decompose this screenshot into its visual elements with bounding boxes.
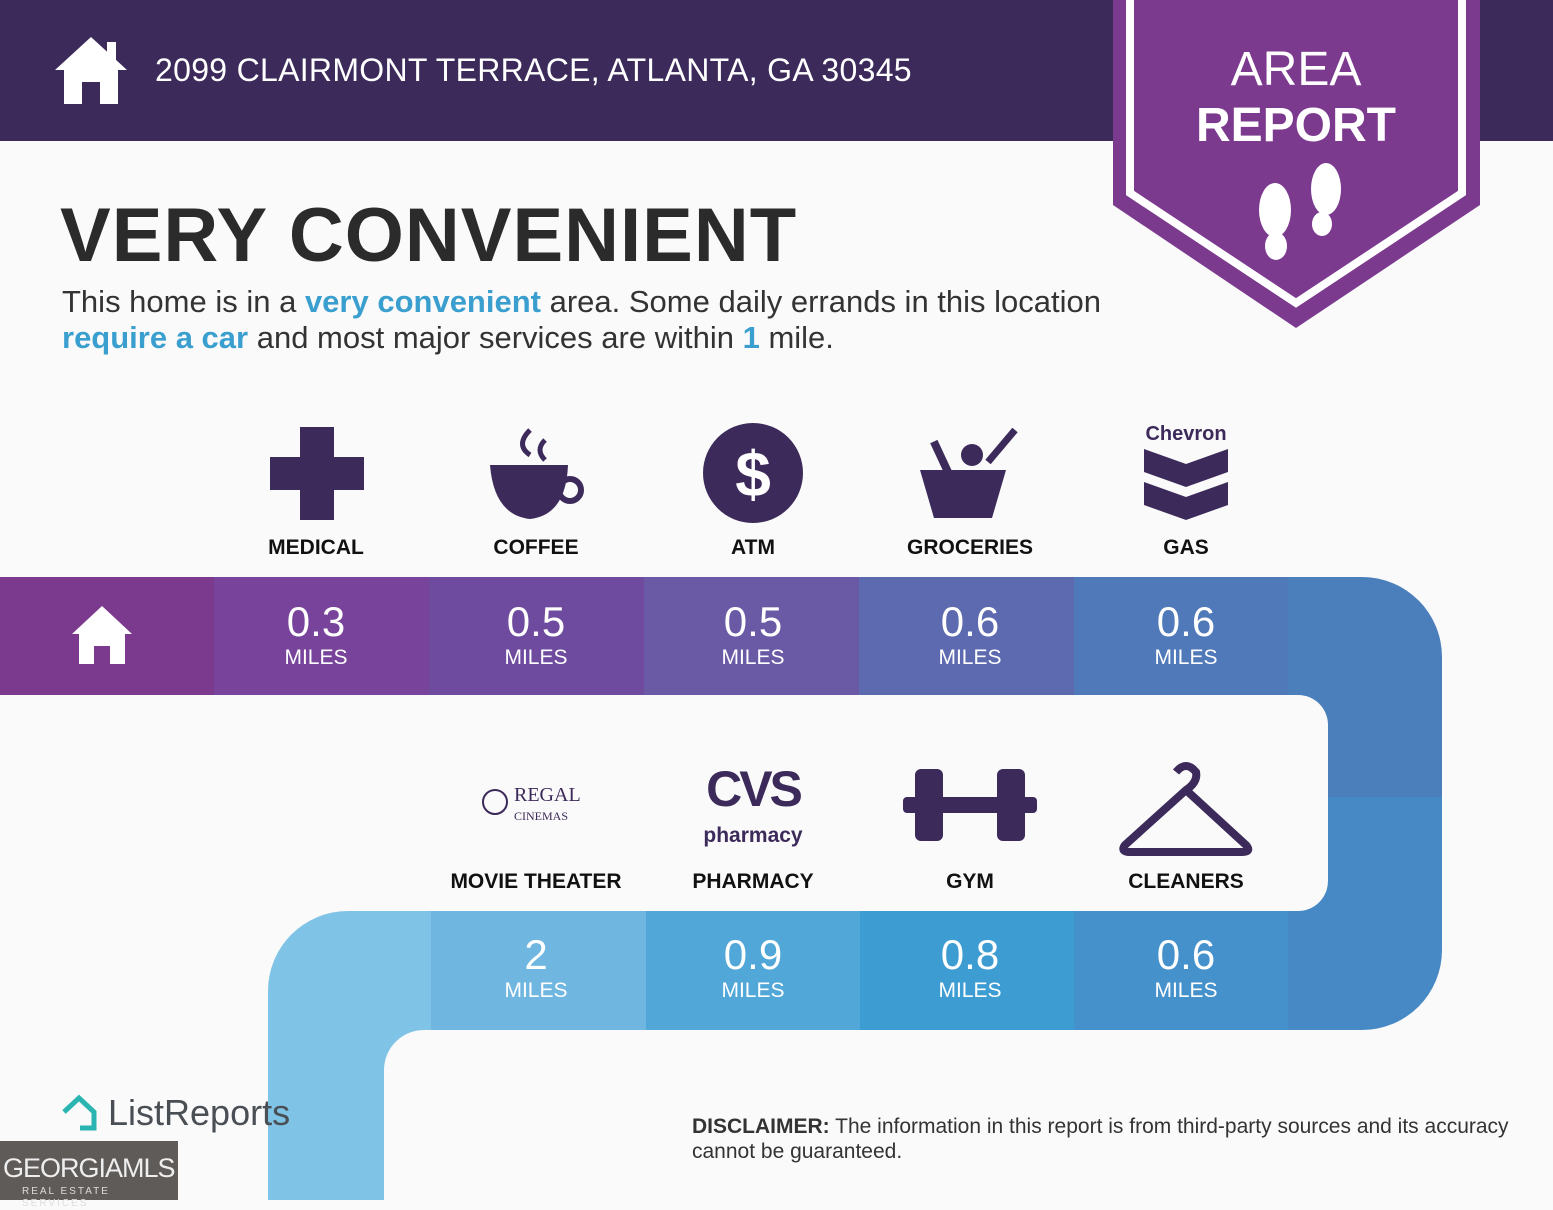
dollar-icon: $ [703,423,803,523]
mls-sub: REAL ESTATE SERVICES [22,1186,110,1209]
disclaimer-label: DISCLAIMER: [692,1115,830,1138]
value: 2 [524,931,548,978]
chevron-logo-icon: Chevron [1144,423,1228,520]
t: This home is in a [62,284,305,319]
t: area. Some daily errands in this locatio… [540,284,1101,319]
regal-cinemas-logo: REGAL CINEMAS [482,784,581,823]
headline: VERY CONVENIENT [60,193,798,278]
disclaimer: DISCLAIMER: The information in this repo… [692,1114,1512,1164]
georgia-mls-logo: GEORGIAMLS REAL ESTATE SERVICES [0,1141,178,1209]
unit: MILES [721,646,785,669]
distance-movie-theater: 2 MILES [436,931,636,1003]
address: 2099 CLAIRMONT TERRACE, ATLANTA, GA 3034… [155,52,912,88]
coffee-cup-icon [490,428,584,519]
label-coffee: COFFEE [493,536,579,559]
unit: MILES [1154,646,1218,669]
label-gym: GYM [946,870,994,893]
label-medical: MEDICAL [268,536,364,559]
cvs-pharmacy-logo: CVS pharmacy [703,761,804,847]
grocery-basket-icon [920,427,1018,518]
label-cleaners: CLEANERS [1128,870,1244,893]
distance-gym: 0.8 MILES [870,931,1070,1003]
distance-coffee: 0.5 MILES [436,598,636,670]
unit: MILES [504,979,568,1002]
distance-atm: 0.5 MILES [653,598,853,670]
listreports-logo-icon [62,1094,97,1131]
value: 0.6 [1156,598,1216,645]
value: 0.5 [506,598,566,645]
unit: MILES [938,979,1002,1002]
label-atm: ATM [731,536,775,559]
badge-title: AREA REPORT [1110,42,1482,154]
label-pharmacy: PHARMACY [692,870,814,893]
distance-groceries: 0.6 MILES [870,598,1070,670]
unit: MILES [1154,979,1218,1002]
unit: MILES [938,646,1002,669]
mls-text: GEORGIAMLS [3,1153,176,1183]
area-report-badge [1113,0,1480,328]
disclaimer-text: The information in this report is from t… [692,1115,1509,1163]
footprints-icon [1259,163,1341,260]
t: very convenient [304,284,541,319]
t: require a car [62,320,249,355]
value: 0.8 [940,931,1000,978]
dumbbell-icon [903,769,1037,841]
badge-line1: AREA [1230,43,1362,96]
unit: MILES [284,646,348,669]
distance-medical: 0.3 MILES [216,598,416,670]
svg-text:CINEMAS: CINEMAS [514,809,568,823]
hanger-icon [1119,762,1253,856]
house-icon [72,606,132,664]
label-gas: GAS [1163,536,1209,559]
distance-cleaners: 0.6 MILES [1086,931,1286,1003]
unit: MILES [504,646,568,669]
unit: MILES [721,979,785,1002]
distance-pharmacy: 0.9 MILES [653,931,853,1003]
svg-text:Chevron: Chevron [1145,423,1226,445]
label-movie-theater: MOVIE THEATER [450,870,622,893]
description: This home is in a very convenient area. … [62,284,1102,356]
t: mile. [759,320,834,355]
house-icon [55,37,127,104]
value: 0.9 [723,931,783,978]
label-groceries: GROCERIES [906,536,1034,559]
t: 1 [742,320,760,355]
distance-gas: 0.6 MILES [1086,598,1286,670]
svg-text:REGAL: REGAL [514,784,581,806]
value: 0.6 [1156,931,1216,978]
value: 0.6 [940,598,1000,645]
listreports-brand: ListReports [108,1092,291,1133]
svg-text:$: $ [735,438,771,510]
svg-text:pharmacy: pharmacy [703,824,803,847]
value: 0.5 [723,598,783,645]
svg-text:CVS: CVS [706,761,801,817]
badge-line2: REPORT [1195,99,1396,152]
medical-cross-icon [270,427,364,520]
t: and most major services are within [248,320,743,355]
value: 0.3 [286,598,346,645]
